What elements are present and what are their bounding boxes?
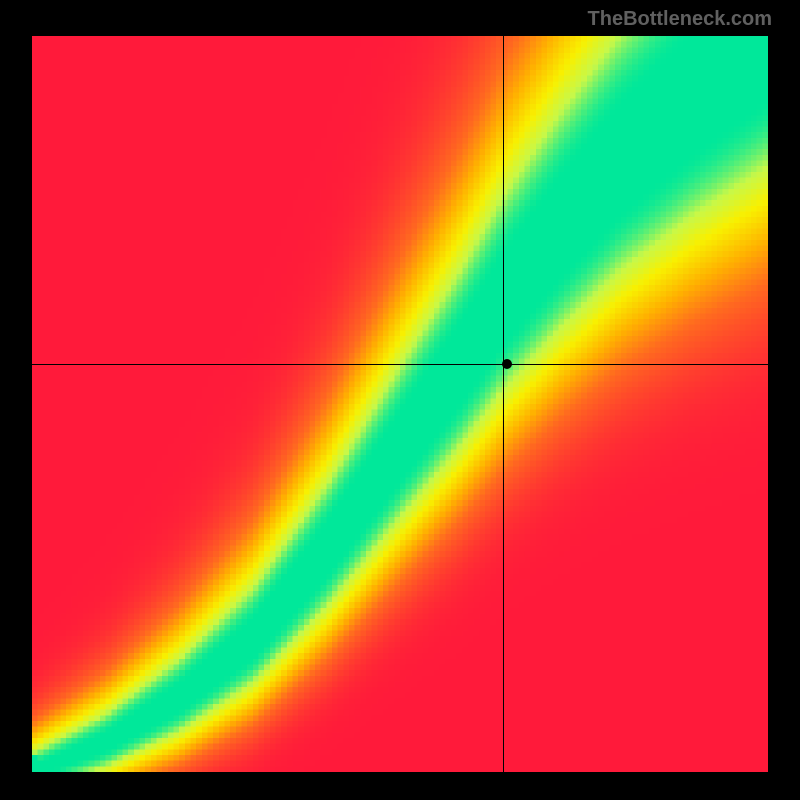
bottleneck-heatmap: [32, 36, 768, 772]
heatmap-canvas: [32, 36, 768, 772]
crosshair-vertical: [503, 36, 504, 772]
watermark-text: TheBottleneck.com: [588, 8, 772, 31]
crosshair-marker: [502, 359, 512, 369]
crosshair-horizontal: [32, 364, 768, 365]
